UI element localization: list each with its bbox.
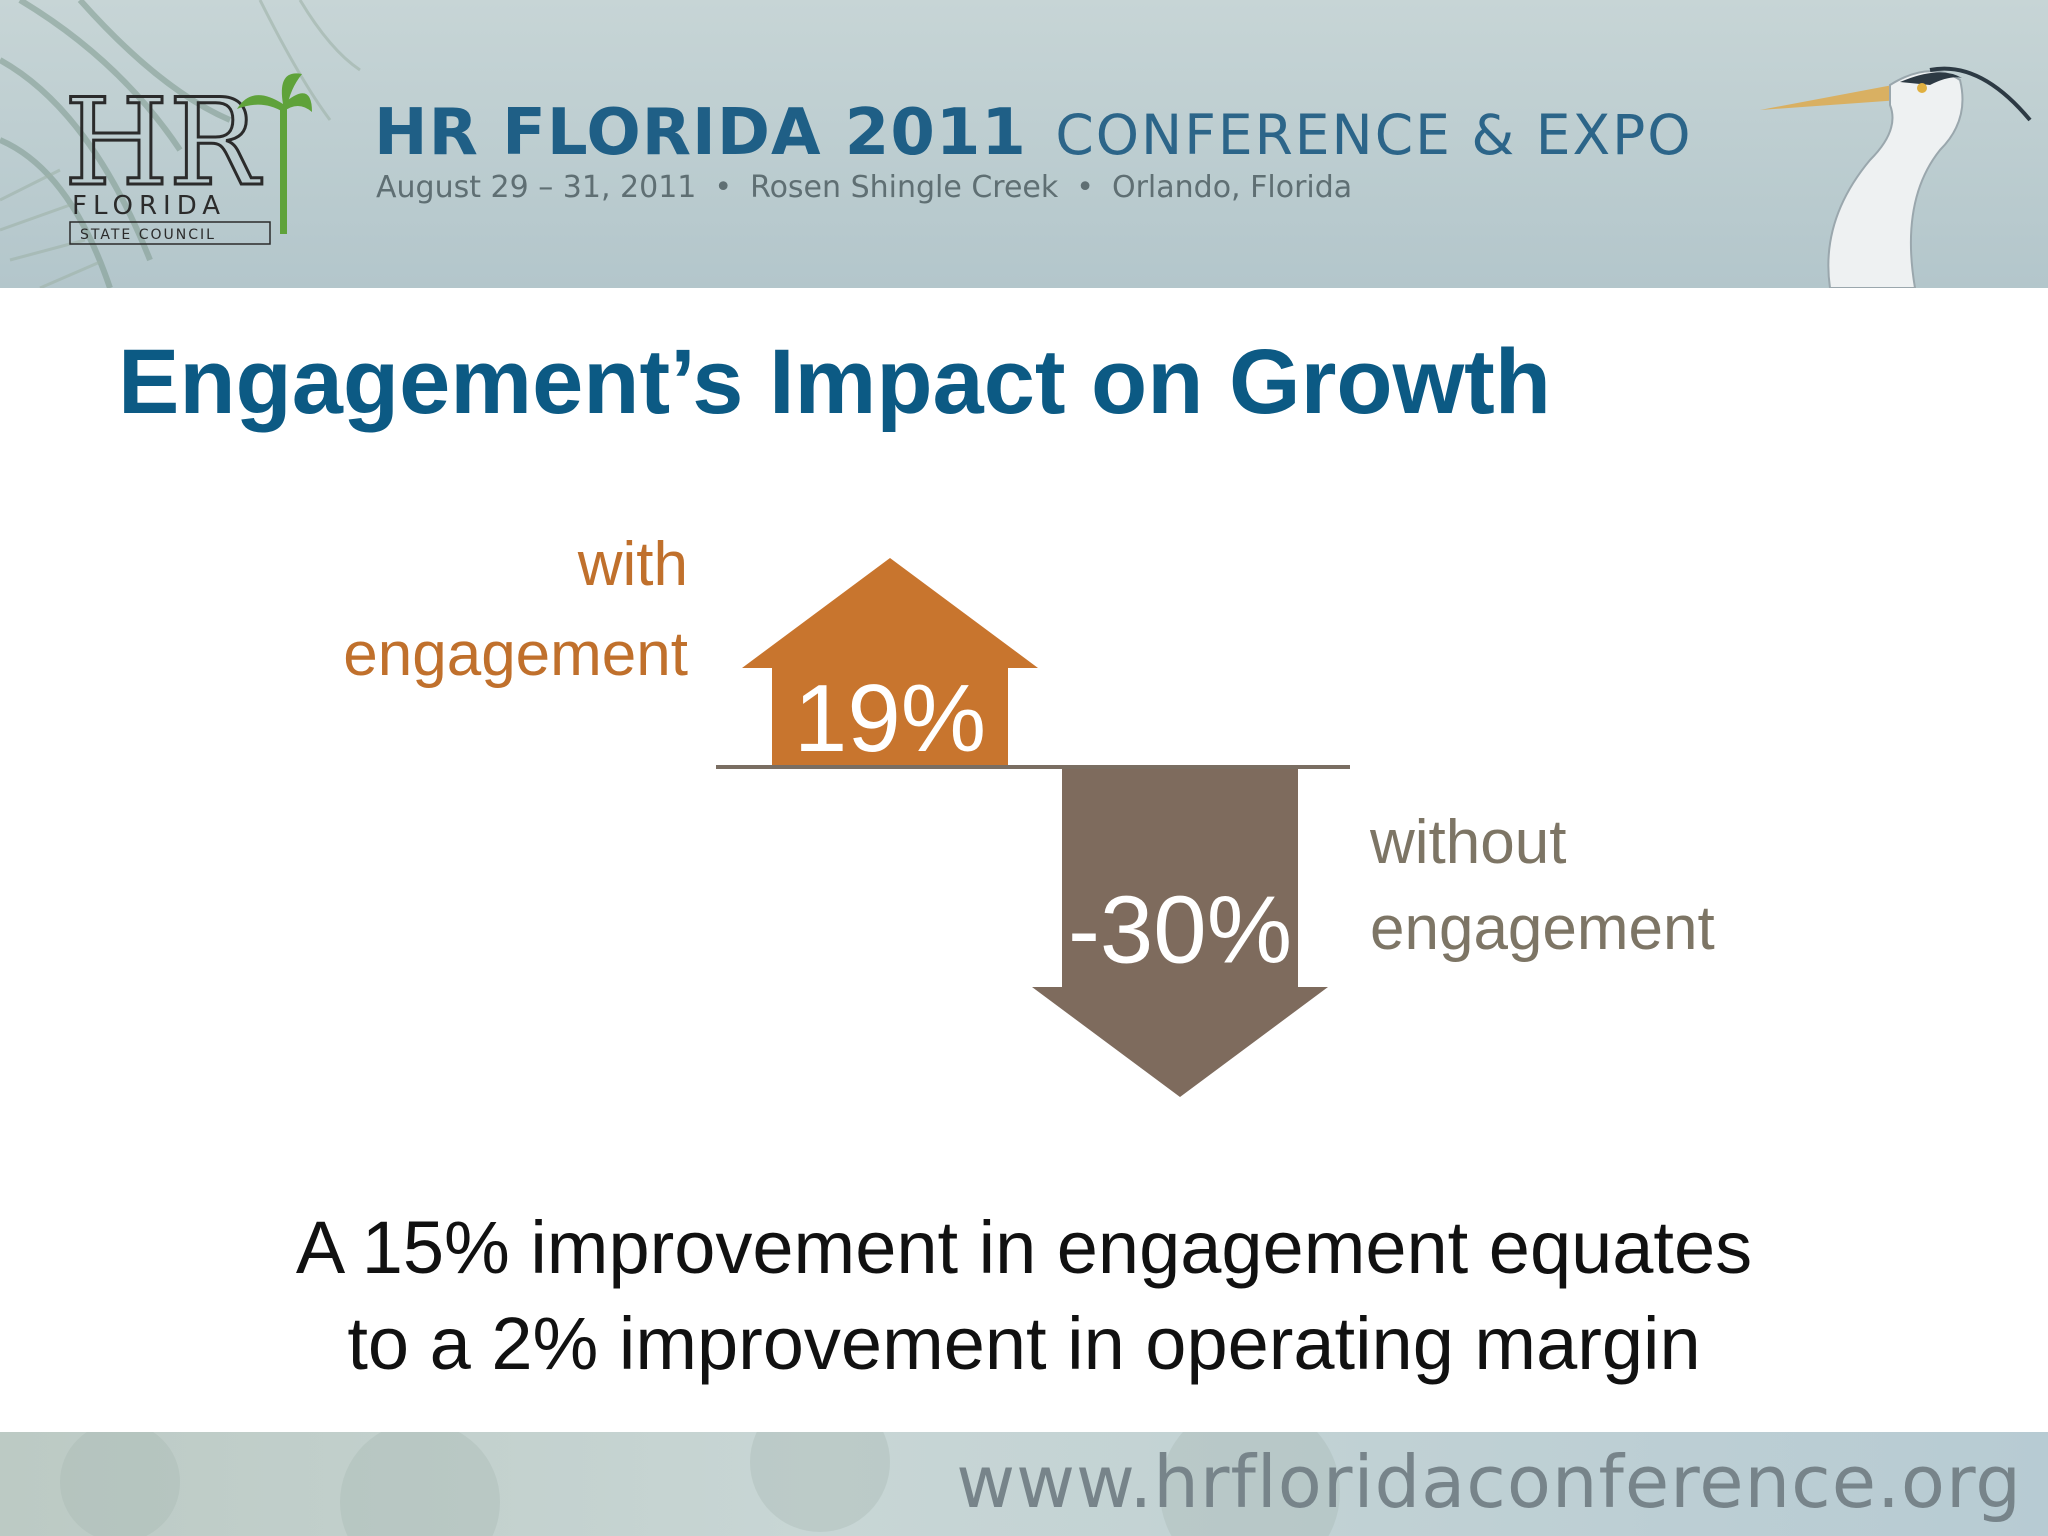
conference-venue: Rosen Shingle Creek: [750, 170, 1059, 205]
summary-statement: A 15% improvement in engagement equates …: [0, 1200, 2048, 1392]
conference-details: August 29 – 31, 2011 • Rosen Shingle Creek…: [376, 170, 1352, 205]
up-arrow-bar: [742, 558, 1038, 767]
heron-icon: [1760, 66, 2032, 288]
separator-dot: •: [1076, 170, 1094, 205]
footer-banner: www.hrfloridaconference.org: [0, 1432, 2048, 1536]
footer-background: [60, 1432, 1340, 1536]
svg-text:HR: HR: [64, 74, 263, 213]
separator-dot: •: [714, 170, 733, 205]
value-label-without: -30%: [1068, 876, 1292, 983]
value-label-with: 19%: [794, 665, 986, 772]
header-banner: HR FLORIDA STATE COUNCIL HR FLORIDA 2011…: [0, 0, 2048, 288]
website-link[interactable]: www.hrfloridaconference.org: [956, 1440, 2022, 1524]
without-label-line-1: without: [1370, 808, 1567, 877]
conference-subtitle: CONFERENCE & EXPO: [1055, 103, 1693, 167]
without-label-line-2: engagement: [1370, 894, 1715, 963]
logo-state-text: FLORIDA: [72, 191, 226, 221]
conference-city: Orlando, Florida: [1111, 170, 1353, 205]
with-engagement-label: with engagement: [343, 520, 688, 700]
statement-line-2: to a 2% improvement in operating margin: [347, 1302, 1701, 1385]
banner-background: [0, 0, 2048, 288]
with-label-line-2: engagement: [343, 620, 688, 689]
palm-tree-icon: [237, 73, 312, 234]
statement-line-1: A 15% improvement in engagement equates: [295, 1206, 1753, 1289]
hr-florida-logo: HR FLORIDA STATE COUNCIL: [62, 64, 312, 254]
conference-dates: August 29 – 31, 2011: [376, 170, 697, 205]
slide-title: Engagement’s Impact on Growth: [118, 331, 1551, 433]
conference-name: HR FLORIDA 2011: [374, 96, 1027, 170]
down-arrow-bar: [1032, 767, 1328, 1097]
logo-council-text: STATE COUNCIL: [80, 227, 216, 243]
conference-title: HR FLORIDA 2011 CONFERENCE & EXPO: [374, 96, 1693, 170]
with-label-line-1: with: [577, 530, 688, 599]
growth-arrow-chart: 19% -30%: [716, 558, 1350, 1097]
without-engagement-label: without engagement: [1370, 800, 1715, 972]
